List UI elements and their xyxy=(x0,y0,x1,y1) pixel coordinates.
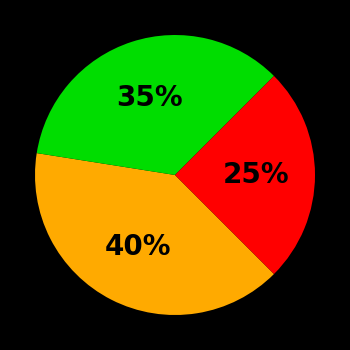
Text: 40%: 40% xyxy=(105,233,172,261)
Wedge shape xyxy=(37,35,274,175)
Text: 35%: 35% xyxy=(117,84,183,112)
Wedge shape xyxy=(175,76,315,274)
Text: 25%: 25% xyxy=(223,161,289,189)
Wedge shape xyxy=(35,153,274,315)
